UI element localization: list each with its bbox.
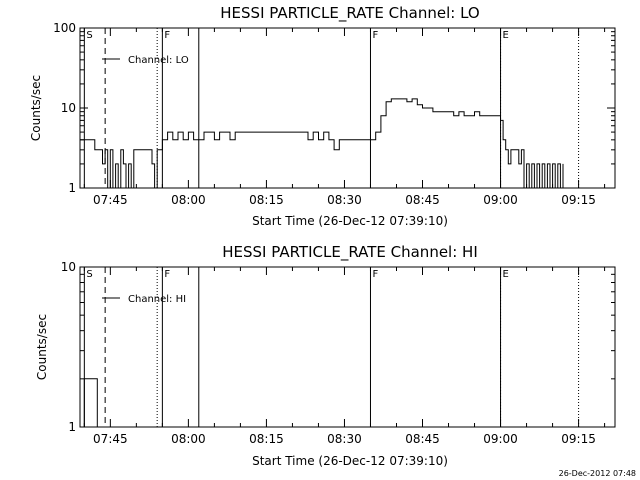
footer-timestamp: 26-Dec-2012 07:48 [559, 469, 636, 478]
x-tick-label: 09:15 [561, 193, 596, 207]
marker-label: F [164, 269, 170, 280]
y-tick-label: 10 [61, 101, 76, 115]
x-tick-label: 08:15 [249, 193, 284, 207]
y-axis-label-hi: Counts/sec [35, 314, 49, 380]
x-tick-label: 07:45 [93, 432, 128, 446]
y-tick-label: 10 [61, 260, 76, 274]
x-tick-label: 08:45 [405, 193, 440, 207]
legend-hi: Channel: HI [102, 294, 186, 305]
y-tick-label: 100 [53, 21, 76, 35]
x-tick-label: 09:15 [561, 432, 596, 446]
marker-label: E [503, 269, 509, 280]
marker-label: S [86, 30, 92, 41]
x-tick-label: 09:00 [483, 193, 518, 207]
panel-lo: HESSI PARTICLE_RATE Channel: LO Counts/s… [29, 4, 616, 228]
series-line-lo [80, 98, 564, 189]
x-tick-label: 08:15 [249, 432, 284, 446]
x-tick-label: 09:00 [483, 432, 518, 446]
x-tick-label: 07:45 [93, 193, 128, 207]
y-tick-label: 1 [68, 181, 76, 195]
x-tick-label: 08:30 [327, 432, 362, 446]
x-tick-label: 08:45 [405, 432, 440, 446]
plot-frame-hi [79, 266, 616, 428]
panel-hi: HESSI PARTICLE_RATE Channel: HI Counts/s… [35, 243, 616, 468]
y-axis-label-lo: Counts/sec [29, 75, 43, 141]
x-axis-label-hi: Start Time (26-Dec-12 07:39:10) [252, 454, 448, 468]
marker-label: F [372, 269, 378, 280]
marker-label: S [86, 269, 92, 280]
series-line-hi [80, 378, 100, 428]
marker-label: E [503, 30, 509, 41]
panel-title-hi: HESSI PARTICLE_RATE Channel: HI [222, 243, 478, 262]
legend-label-hi: Channel: HI [128, 294, 186, 305]
x-axis-label-lo: Start Time (26-Dec-12 07:39:10) [252, 214, 448, 228]
panel-title-lo: HESSI PARTICLE_RATE Channel: LO [220, 4, 479, 23]
x-tick-label: 08:00 [171, 193, 206, 207]
x-tick-label: 08:00 [171, 432, 206, 446]
legend-label-lo: Channel: LO [128, 55, 189, 66]
x-tick-label: 08:30 [327, 193, 362, 207]
marker-label: F [164, 30, 170, 41]
marker-label: F [372, 30, 378, 41]
y-tick-label: 1 [68, 420, 76, 434]
legend-lo: Channel: LO [102, 55, 189, 66]
